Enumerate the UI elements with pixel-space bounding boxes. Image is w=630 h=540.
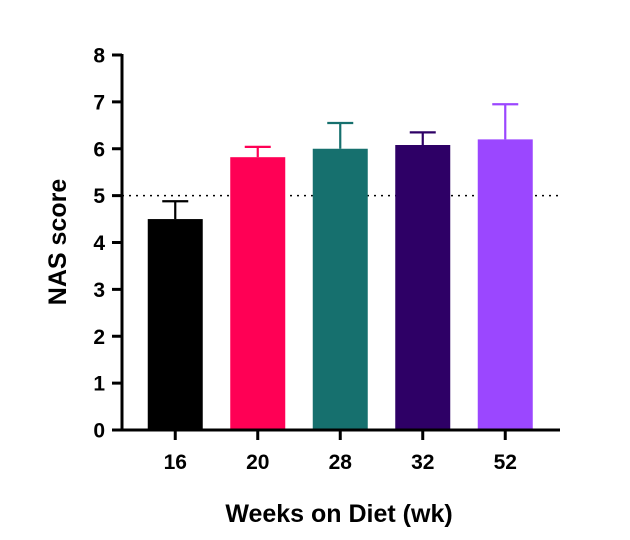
bar [312, 148, 368, 430]
bar [147, 219, 203, 430]
y-tick-label: 5 [93, 185, 105, 208]
x-tick-label: 28 [329, 451, 353, 474]
x-tick-label: 20 [246, 451, 269, 474]
y-tick-label: 0 [93, 420, 105, 443]
x-ticks: 16 20 28 32 52 [164, 430, 517, 474]
y-tick-label: 2 [93, 326, 105, 349]
bar [477, 139, 533, 430]
y-tick-label: 6 [93, 138, 105, 161]
x-tick-label: 52 [494, 451, 517, 474]
x-tick-label: 32 [411, 451, 434, 474]
x-tick-label: 16 [164, 451, 187, 474]
y-tick-label: 1 [93, 373, 105, 396]
bar [230, 157, 286, 430]
y-axis-title: NAS score [44, 179, 72, 306]
x-axis-title: Weeks on Diet (wk) [225, 500, 452, 528]
y-tick-label: 8 [93, 45, 105, 68]
bar [395, 145, 451, 430]
y-tick-label: 7 [93, 91, 105, 114]
y-tick-label: 4 [93, 232, 105, 255]
y-tick-label: 3 [93, 279, 105, 302]
y-ticks: 0 1 2 3 4 5 6 7 8 [93, 45, 122, 443]
bars-layer [147, 103, 533, 430]
